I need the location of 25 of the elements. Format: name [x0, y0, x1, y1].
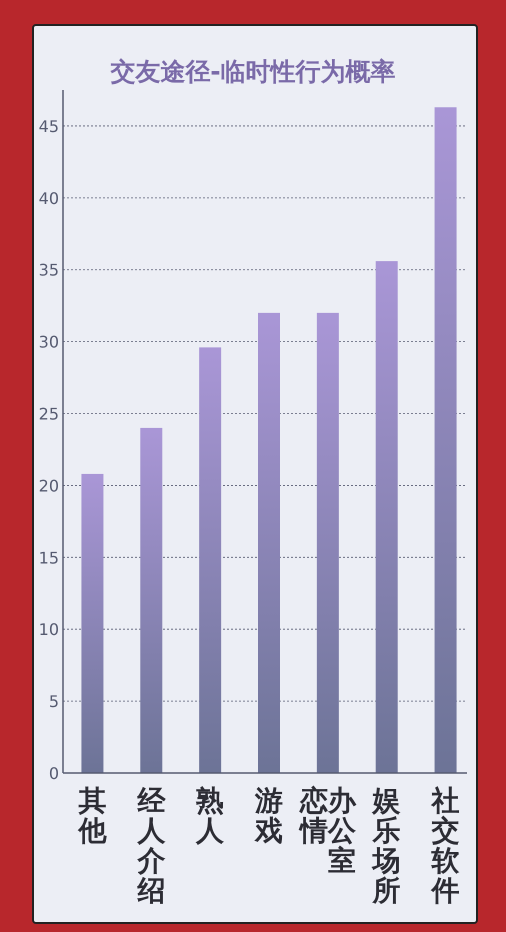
chart-title: 交友途径-临时性行为概率	[109, 57, 396, 86]
bar	[140, 428, 162, 773]
y-tick-label: 45	[38, 116, 59, 136]
y-tick-label: 35	[38, 260, 59, 280]
x-tick-label: 社交软件	[430, 784, 460, 907]
y-tick-label: 20	[38, 476, 59, 496]
y-tick-label: 15	[38, 548, 59, 568]
bar	[81, 474, 104, 773]
x-tick-label: 经人介绍	[136, 784, 166, 907]
x-tick-label: 游戏	[254, 784, 283, 847]
x-tick-label: 办公室恋情	[298, 784, 357, 877]
bar	[434, 107, 457, 773]
y-tick-label: 40	[38, 188, 59, 208]
y-tick-label: 0	[48, 764, 59, 783]
bar	[199, 347, 222, 773]
y-tick-label: 30	[38, 332, 59, 352]
x-tick-label: 熟人	[195, 784, 226, 847]
x-tick-label: 娱乐场所	[370, 784, 402, 907]
bar	[316, 312, 339, 773]
bar	[258, 312, 280, 773]
y-tick-label: 10	[38, 620, 59, 640]
y-tick-label: 5	[48, 692, 59, 712]
x-tick-label: 其他	[77, 784, 108, 847]
bar	[376, 261, 398, 773]
y-tick-label: 25	[38, 404, 59, 424]
